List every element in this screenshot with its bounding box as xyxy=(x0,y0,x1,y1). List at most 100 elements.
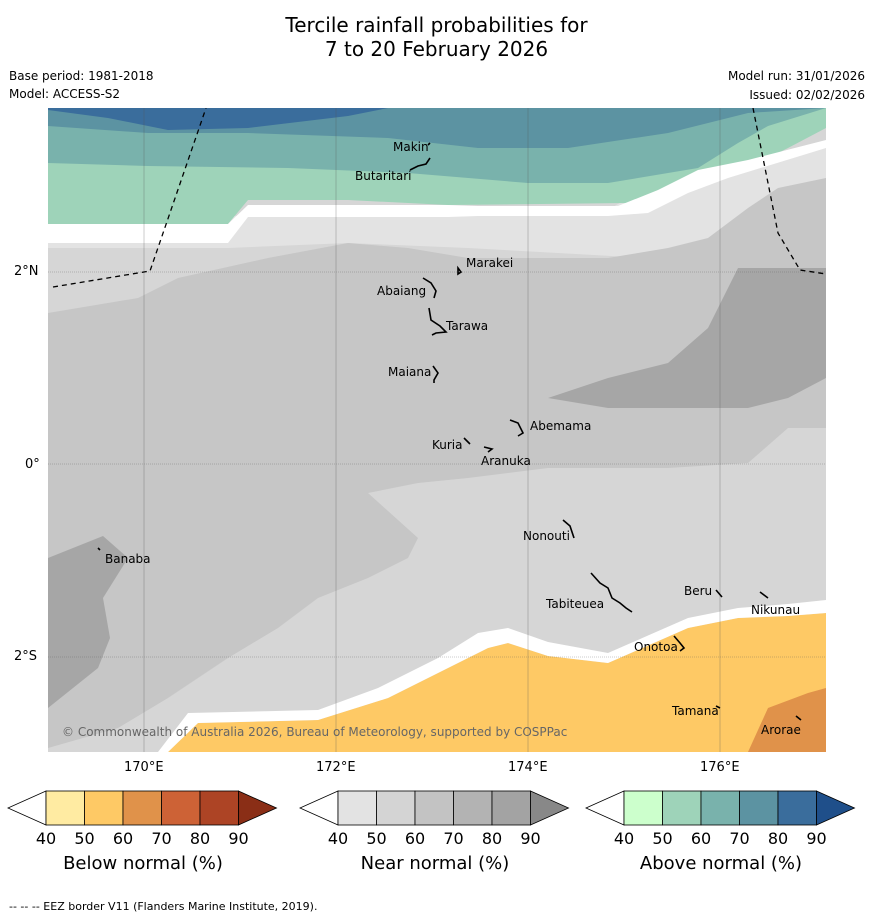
colorbar-tick-label: 40 xyxy=(613,829,635,848)
colorbar-label-near: Near normal (%) xyxy=(360,853,510,874)
colorbar-tick-label: 40 xyxy=(35,829,57,848)
island-kuria xyxy=(463,437,471,445)
colorbar-tick-label: 70 xyxy=(443,829,464,848)
island-abaiang xyxy=(422,277,437,299)
islands xyxy=(97,142,802,721)
colorbar-tick-label: 90 xyxy=(228,829,249,848)
below-normal-50-60-region xyxy=(168,613,826,752)
issued-date: Issued: 02/02/2026 xyxy=(749,88,865,102)
label-banaba: Banaba xyxy=(105,552,151,566)
graticule xyxy=(48,108,826,752)
model-run: Model run: 31/01/2026 xyxy=(727,69,865,83)
place-labels: Makin Butaritari Marakei Abaiang Tarawa … xyxy=(105,140,801,737)
colorbar-extend-low xyxy=(7,790,47,826)
near-normal-70-80-sw xyxy=(48,536,128,708)
label-onotoa: Onotoa xyxy=(634,640,678,654)
colorbar-tick-label: 90 xyxy=(806,829,827,848)
near-normal-40-50-region xyxy=(48,148,826,258)
colorbar-tick-label: 70 xyxy=(729,829,750,848)
colorbar-label-below: Below normal (%) xyxy=(63,853,223,874)
lon-tick-174e: 174°E xyxy=(508,760,548,775)
below-normal-60-70-region xyxy=(748,688,826,752)
island-aranuka xyxy=(483,446,494,453)
colorbar-extend-high xyxy=(816,790,856,826)
colorbar-segment xyxy=(623,790,663,826)
island-banaba xyxy=(97,547,101,551)
lon-tick-170e: 170°E xyxy=(124,760,164,775)
colorbar-segment xyxy=(777,790,817,826)
colorbar-segment xyxy=(662,790,702,826)
eez-border-east xyxy=(752,108,826,275)
colorbar-tick-label: 50 xyxy=(652,829,673,848)
colorbar-near-normal xyxy=(299,790,570,826)
label-abemama: Abemama xyxy=(530,419,591,433)
above-normal-70-80-band xyxy=(48,108,388,130)
colorbar-segment xyxy=(376,790,416,826)
colorbar-segment xyxy=(700,790,740,826)
colorbar-extend-low xyxy=(299,790,339,826)
colorbar-segment xyxy=(199,790,239,826)
near-normal-60-70-region xyxy=(48,178,826,748)
title-line-1: Tercile rainfall probabilities for xyxy=(285,13,588,37)
label-tarawa: Tarawa xyxy=(445,319,488,333)
label-makin: Makin xyxy=(393,140,429,154)
label-butaritari: Butaritari xyxy=(355,169,412,183)
colorbar-segment xyxy=(84,790,124,826)
island-tamana xyxy=(715,705,721,709)
colorbar-extend-high xyxy=(238,790,278,826)
forecast-map[interactable]: Makin Butaritari Marakei Abaiang Tarawa … xyxy=(48,108,826,752)
title-line-2: 7 to 20 February 2026 xyxy=(324,37,549,61)
colorbar-tick-label: 50 xyxy=(366,829,387,848)
label-nonouti: Nonouti xyxy=(523,529,570,543)
island-tabiteuea xyxy=(590,572,633,613)
label-kuria: Kuria xyxy=(432,438,463,452)
island-marakei xyxy=(457,265,463,276)
copyright-notice: © Commonwealth of Australia 2026, Bureau… xyxy=(62,725,567,739)
colorbar-segment xyxy=(453,790,493,826)
lon-tick-172e: 172°E xyxy=(316,760,356,775)
label-aranuka: Aranuka xyxy=(481,454,531,468)
colorbar-segment xyxy=(337,790,377,826)
eez-border xyxy=(52,108,826,288)
island-arorae xyxy=(795,715,802,721)
colorbar-tick-label: 80 xyxy=(481,829,503,848)
colorbar-tick-label: 70 xyxy=(151,829,172,848)
label-maiana: Maiana xyxy=(388,365,431,379)
colorbar-tick-label: 80 xyxy=(189,829,211,848)
colorbar-tick-label: 60 xyxy=(112,829,134,848)
label-nikunau: Nikunau xyxy=(751,603,800,617)
lat-tick-2s: 2°S xyxy=(14,649,38,664)
colorbar-segment xyxy=(45,790,85,826)
island-nikunau xyxy=(759,591,769,599)
label-beru: Beru xyxy=(684,584,712,598)
lon-tick-176e: 176°E xyxy=(700,760,740,775)
colorbar-label-above: Above normal (%) xyxy=(639,853,803,874)
near-normal-70-80-ne xyxy=(548,268,826,408)
island-abemama xyxy=(509,419,525,437)
colorbar-below-normal xyxy=(7,790,278,826)
island-butaritari xyxy=(409,157,431,171)
colorbar-tick-label: 60 xyxy=(404,829,426,848)
colorbar-tick-label: 90 xyxy=(520,829,541,848)
colorbar-extend-high xyxy=(530,790,570,826)
island-maiana xyxy=(432,365,439,383)
white-gap-top xyxy=(48,140,826,243)
colorbar-above-normal xyxy=(585,790,856,826)
model-name: Model: ACCESS-S2 xyxy=(9,87,121,101)
island-beru xyxy=(715,589,723,598)
island-nonouti xyxy=(562,519,575,539)
label-abaiang: Abaiang xyxy=(377,284,426,298)
lat-tick-2n: 2°N xyxy=(14,264,39,279)
colorbar-segment xyxy=(739,790,779,826)
island-makin xyxy=(427,142,431,146)
colorbar-segment xyxy=(491,790,531,826)
label-tabiteuea: Tabiteuea xyxy=(545,597,604,611)
island-tarawa xyxy=(428,307,448,336)
colorbar-segment xyxy=(161,790,201,826)
label-arorae: Arorae xyxy=(761,723,801,737)
colorbar-tick-label: 50 xyxy=(74,829,95,848)
island-onotoa xyxy=(673,635,686,652)
colorbar-tick-label: 60 xyxy=(690,829,712,848)
colorbar-segment xyxy=(122,790,162,826)
label-marakei: Marakei xyxy=(466,256,513,270)
